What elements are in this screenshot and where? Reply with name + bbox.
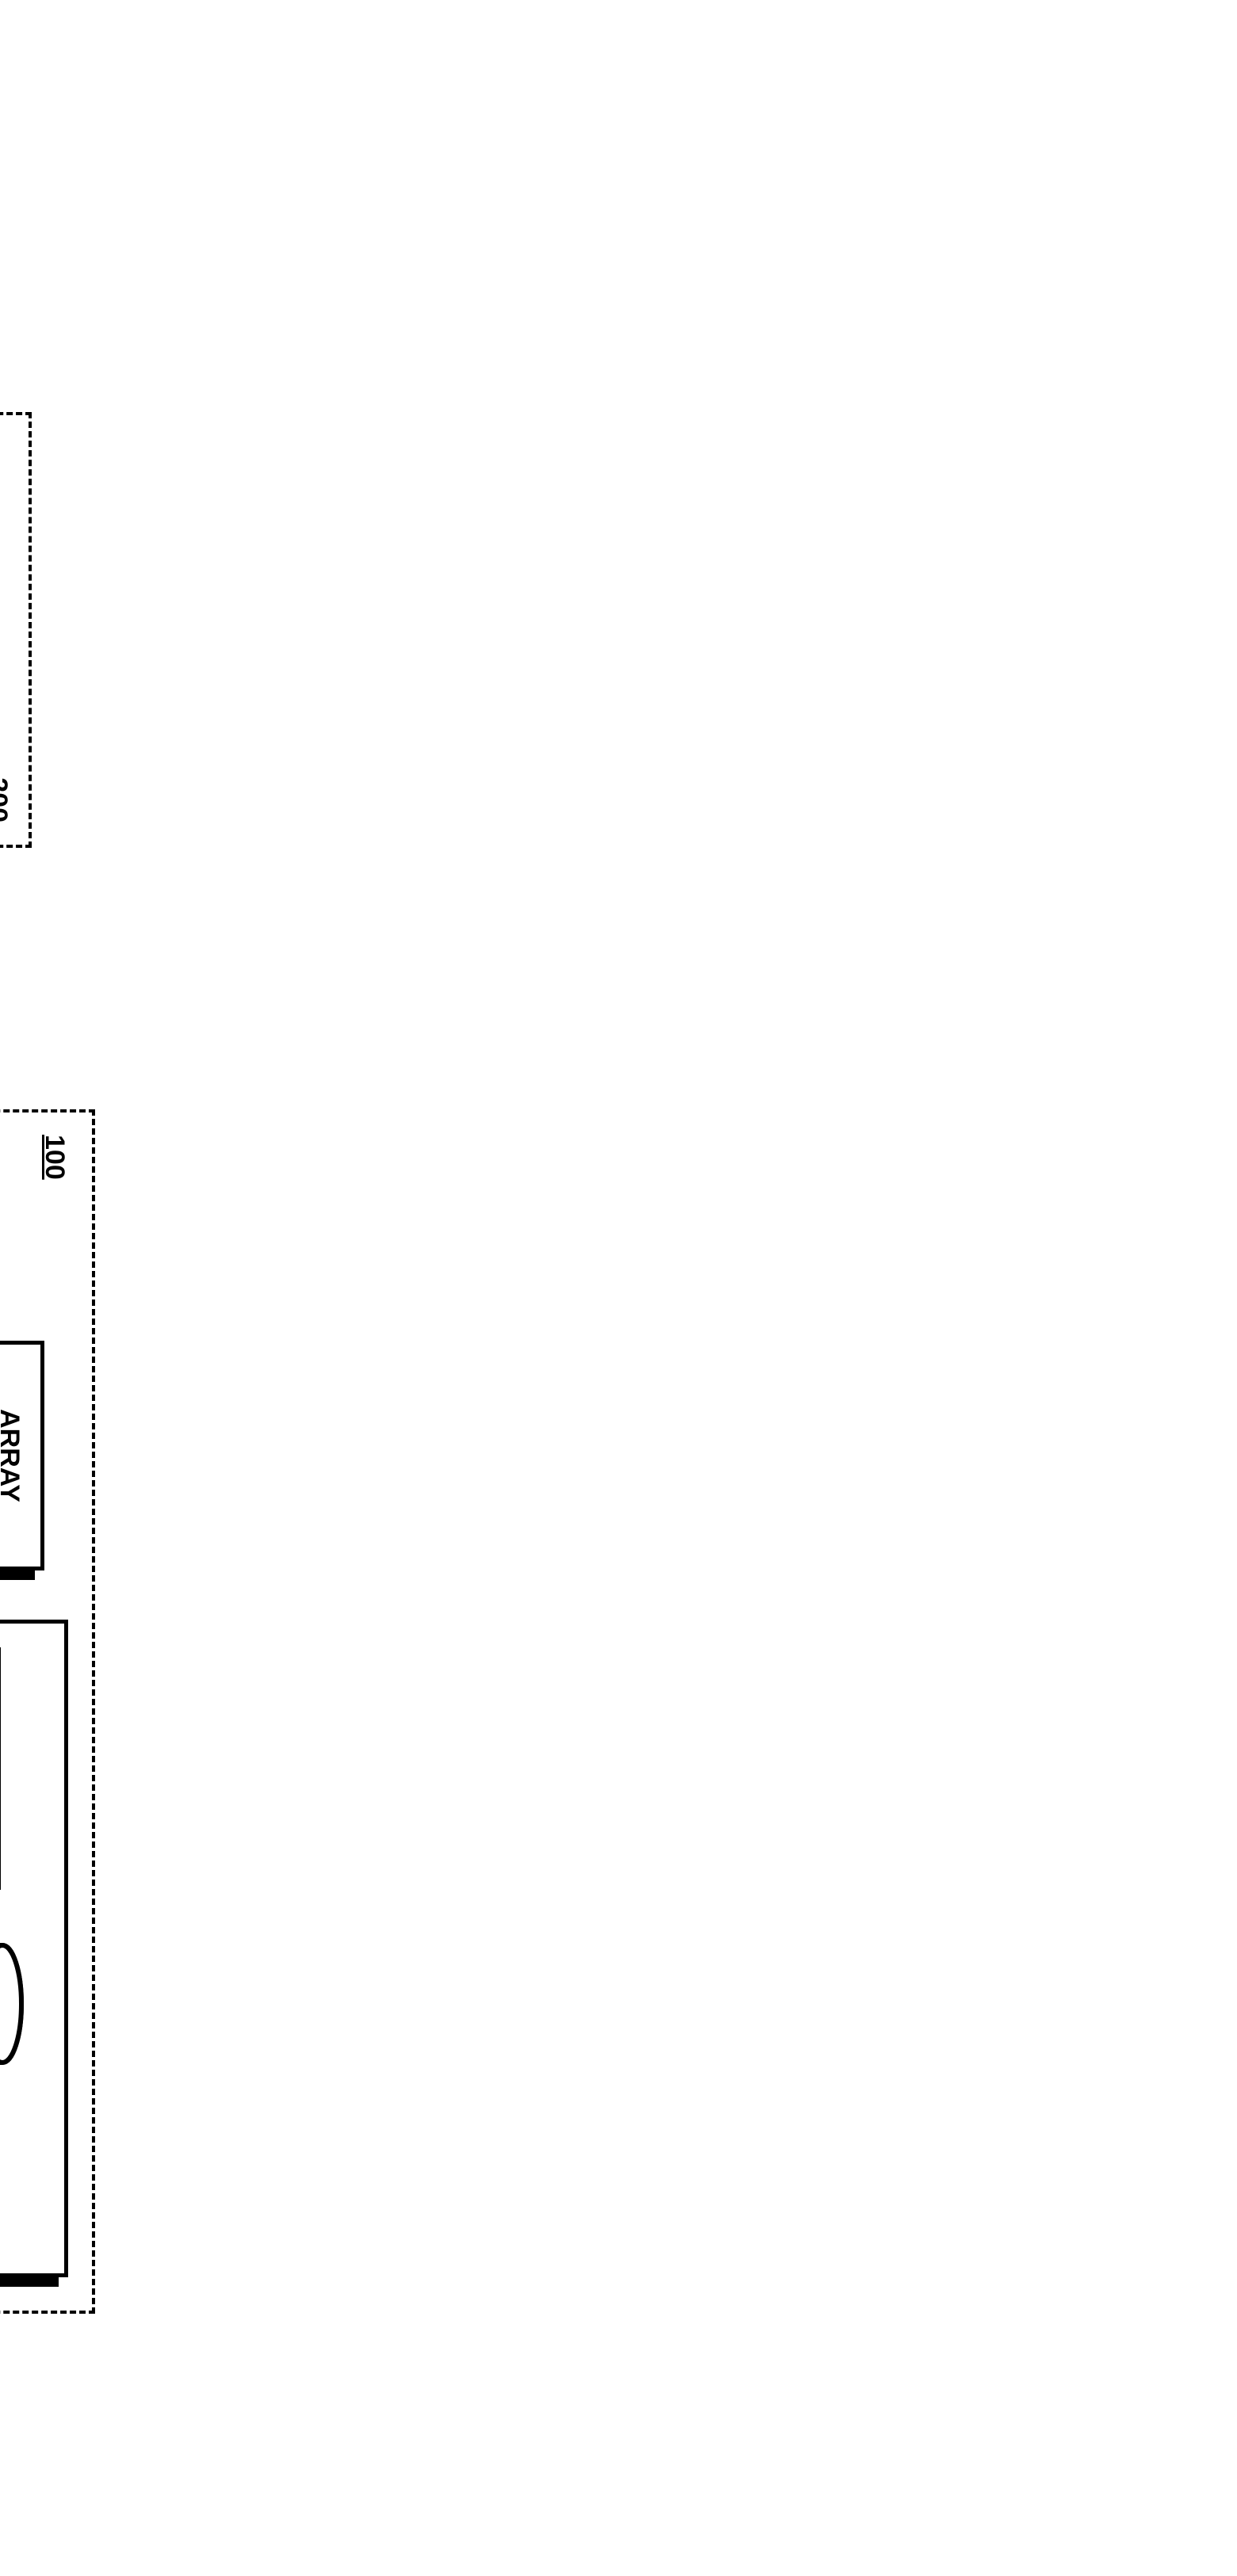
tier1-box: DISK CONT 121 RAID 122 [0,1620,68,2277]
storage-group: 100 NET I/F 102 ARRAY CONTROLLER HYBRID … [0,1109,95,2314]
diagram-canvas: 200 HOST APP 211 NET I/F 212 PC 210 [0,412,95,2314]
disk-icon-1 [0,1941,25,2067]
controller-title: ARRAY CONTROLLER [0,1345,25,1567]
storage-id: 100 [39,1135,70,1180]
host-group: 200 HOST APP 211 NET I/F 212 PC 210 [0,412,32,848]
disk-ellipsis: ••• [0,2078,9,2126]
t1-raid [0,1771,1,1890]
host-id: 200 [0,777,13,822]
array-controller: ARRAY CONTROLLER HYBRID ARRAY S/W CONT. … [0,1341,44,1570]
t1-diskcont [0,1647,1,1774]
